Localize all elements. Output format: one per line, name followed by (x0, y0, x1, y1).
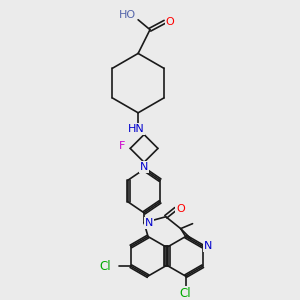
Text: Cl: Cl (180, 287, 191, 300)
Text: F: F (119, 141, 125, 152)
Text: N: N (203, 242, 212, 251)
Text: HN: HN (128, 124, 145, 134)
Text: N: N (140, 162, 148, 172)
Text: O: O (165, 17, 174, 27)
Text: O: O (176, 204, 185, 214)
Text: N: N (145, 218, 153, 228)
Text: Cl: Cl (100, 260, 111, 273)
Text: HO: HO (119, 10, 136, 20)
